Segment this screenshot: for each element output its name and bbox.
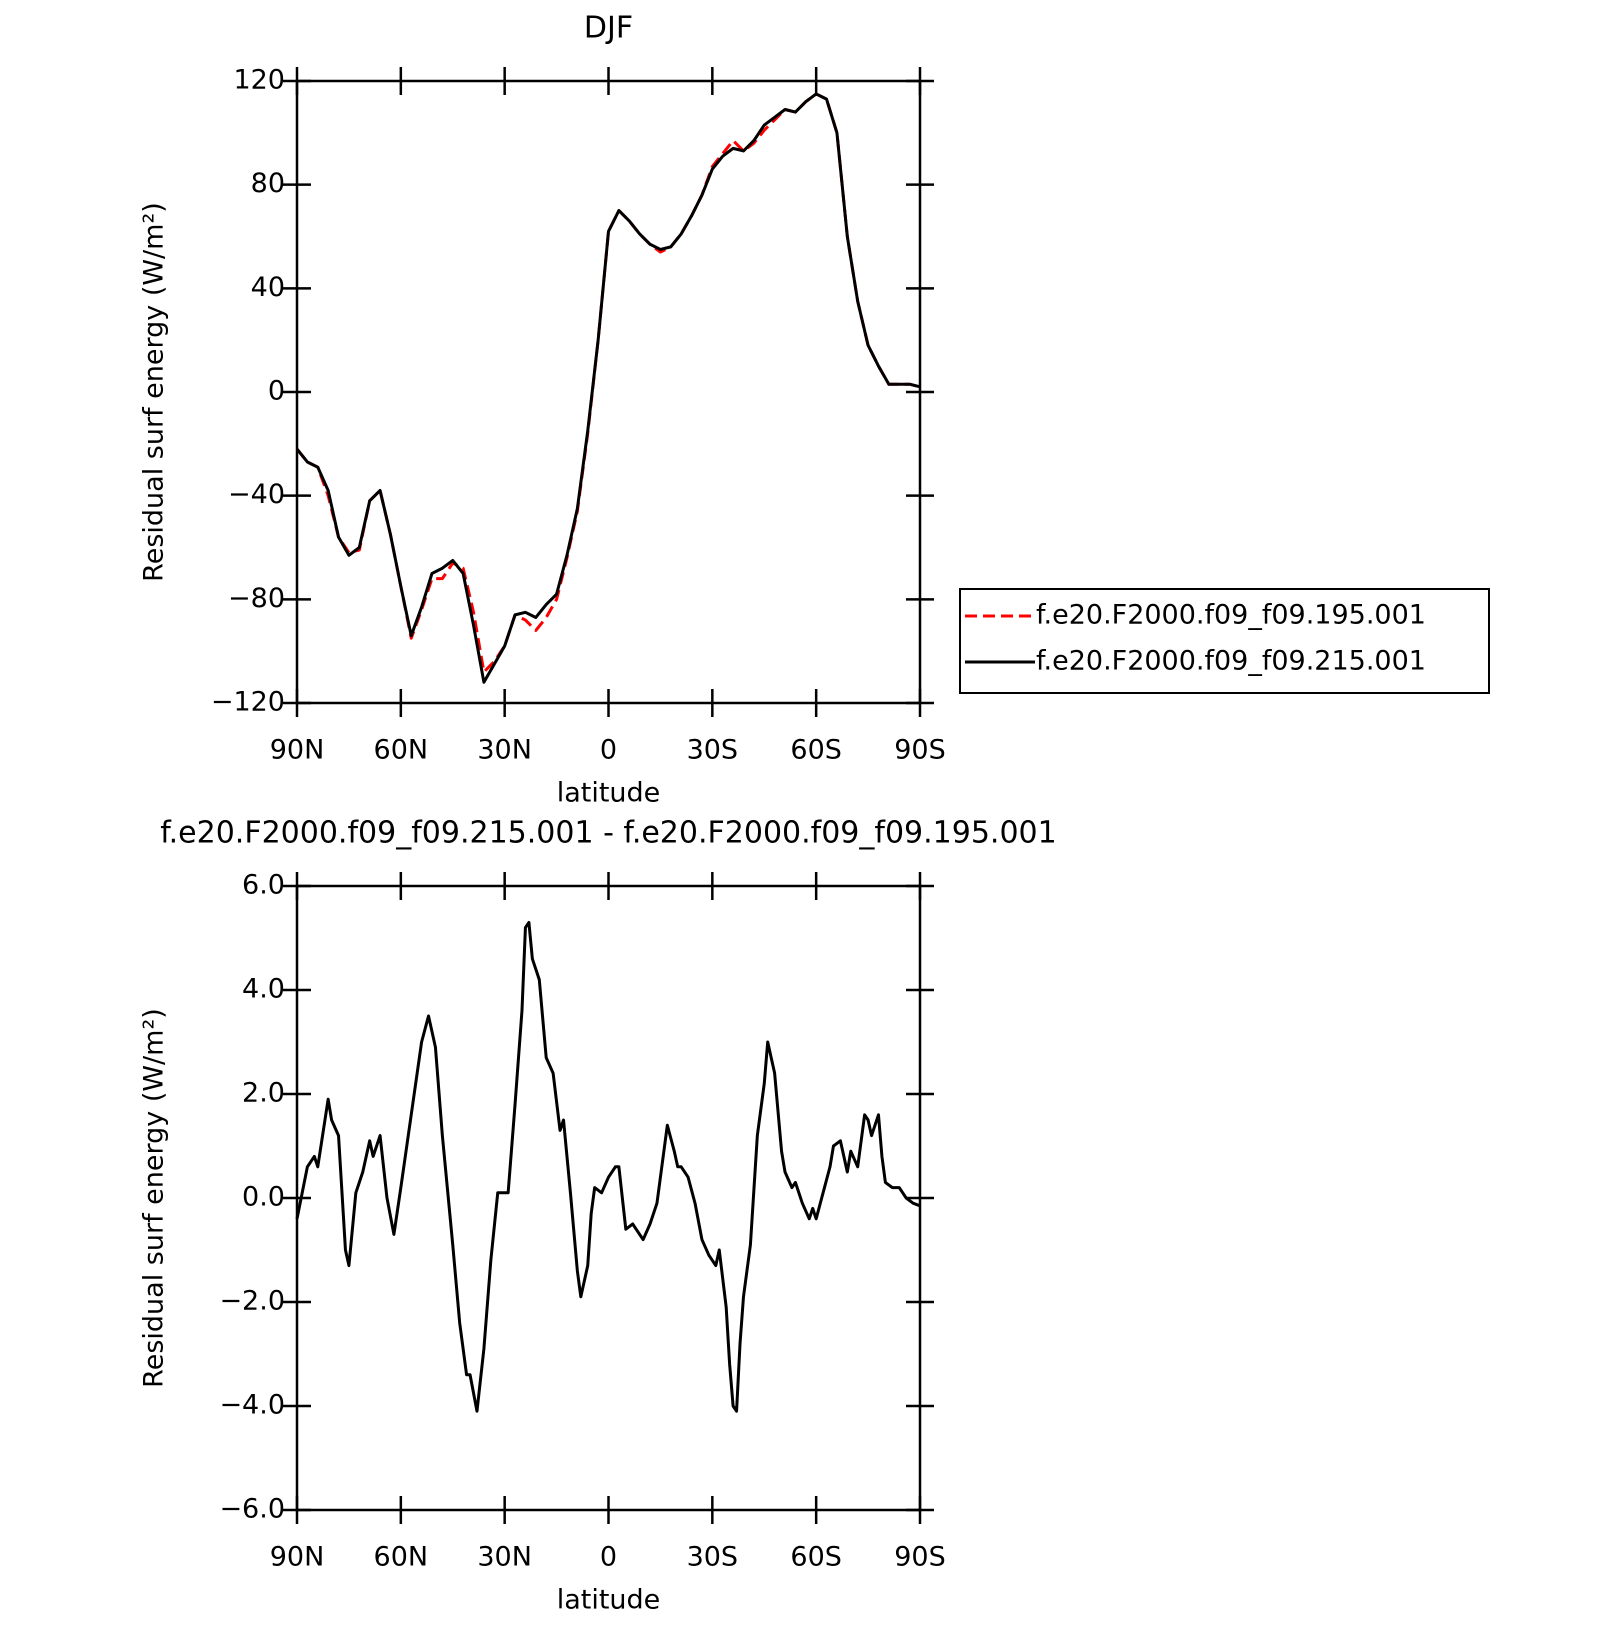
plot-frame xyxy=(295,79,922,705)
legend-label: f.e20.F2000.f09_f09.195.001 xyxy=(1036,600,1426,631)
y-tick-label: 120 xyxy=(233,65,285,96)
y-axis-label: Residual surf energy (W/m²) xyxy=(139,1008,170,1388)
x-tick-label: 0 xyxy=(600,735,617,766)
y-tick-label: −2.0 xyxy=(219,1286,285,1317)
x-axis-label: latitude xyxy=(557,778,661,809)
y-tick-label: 0 xyxy=(268,376,285,407)
y-tick-label: 80 xyxy=(251,168,285,199)
x-axis-label: latitude xyxy=(557,1585,661,1616)
x-tick-label: 30N xyxy=(477,735,532,766)
y-axis-label: Residual surf energy (W/m²) xyxy=(139,202,170,582)
x-tick-label: 30S xyxy=(687,1542,739,1573)
x-tick-label: 30S xyxy=(687,735,739,766)
y-tick-label: 4.0 xyxy=(242,974,285,1005)
chart-title: DJF xyxy=(584,11,633,46)
legend-box xyxy=(959,588,1490,694)
x-tick-label: 60S xyxy=(790,1542,842,1573)
y-tick-label: −6.0 xyxy=(219,1494,285,1525)
x-tick-label: 90N xyxy=(270,735,325,766)
x-tick-label: 30N xyxy=(477,1542,532,1573)
x-tick-label: 60N xyxy=(374,1542,429,1573)
y-tick-label: 0.0 xyxy=(242,1182,285,1213)
x-tick-label: 60S xyxy=(790,735,842,766)
legend-label: f.e20.F2000.f09_f09.215.001 xyxy=(1036,646,1426,677)
y-tick-label: 40 xyxy=(251,272,285,303)
x-tick-label: 0 xyxy=(600,1542,617,1573)
y-tick-label: 2.0 xyxy=(242,1078,285,1109)
y-tick-label: −120 xyxy=(211,687,285,718)
y-tick-label: 6.0 xyxy=(242,870,285,901)
series-line xyxy=(295,920,921,1413)
chart-title: f.e20.F2000.f09_f09.215.001 - f.e20.F200… xyxy=(160,816,1056,851)
y-tick-label: −40 xyxy=(228,479,285,510)
x-tick-label: 60N xyxy=(374,735,429,766)
series-line xyxy=(295,92,921,674)
y-tick-label: −4.0 xyxy=(219,1390,285,1421)
x-tick-label: 90S xyxy=(894,1542,946,1573)
plot-frame xyxy=(295,884,922,1512)
x-tick-label: 90N xyxy=(270,1542,325,1573)
y-tick-label: −80 xyxy=(228,583,285,614)
x-tick-label: 90S xyxy=(894,735,946,766)
series-line xyxy=(295,92,921,684)
